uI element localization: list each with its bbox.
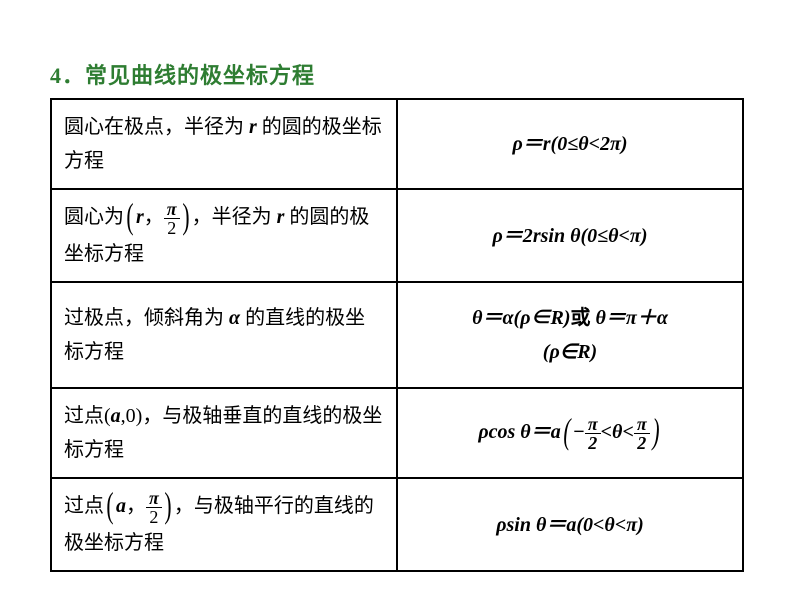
table-row: 过极点，倾斜角为 α 的直线的极坐标方程 θ＝α(ρ∈R)或 θ＝π＋α(ρ∈R… [51,282,743,388]
section-heading: 4．常见曲线的极坐标方程 [50,58,744,90]
desc-cell-2: 圆心为(r，π2)，半径为 r 的圆的极坐标方程 [51,189,397,282]
eq-cell-4: ρcos θ＝a(−π2<θ<π2) [397,388,743,478]
equations-table: 圆心在极点，半径为 r 的圆的极坐标方程 ρ＝r(0≤θ<2π) 圆心为(r，π… [50,98,744,572]
table-row: 过点(a，π2)，与极轴平行的直线的极坐标方程 ρsin θ＝a(0<θ<π) [51,478,743,571]
eq-cell-2: ρ＝2rsin θ(0≤θ<π) [397,189,743,282]
desc-cell-1: 圆心在极点，半径为 r 的圆的极坐标方程 [51,99,397,189]
eq-cell-5: ρsin θ＝a(0<θ<π) [397,478,743,571]
desc-cell-3: 过极点，倾斜角为 α 的直线的极坐标方程 [51,282,397,388]
eq-cell-1: ρ＝r(0≤θ<2π) [397,99,743,189]
eq-cell-3: θ＝α(ρ∈R)或 θ＝π＋α(ρ∈R) [397,282,743,388]
table-row: 过点(a,0)，与极轴垂直的直线的极坐标方程 ρcos θ＝a(−π2<θ<π2… [51,388,743,478]
desc-cell-4: 过点(a,0)，与极轴垂直的直线的极坐标方程 [51,388,397,478]
table-row: 圆心在极点，半径为 r 的圆的极坐标方程 ρ＝r(0≤θ<2π) [51,99,743,189]
table-row: 圆心为(r，π2)，半径为 r 的圆的极坐标方程 ρ＝2rsin θ(0≤θ<π… [51,189,743,282]
desc-cell-5: 过点(a，π2)，与极轴平行的直线的极坐标方程 [51,478,397,571]
